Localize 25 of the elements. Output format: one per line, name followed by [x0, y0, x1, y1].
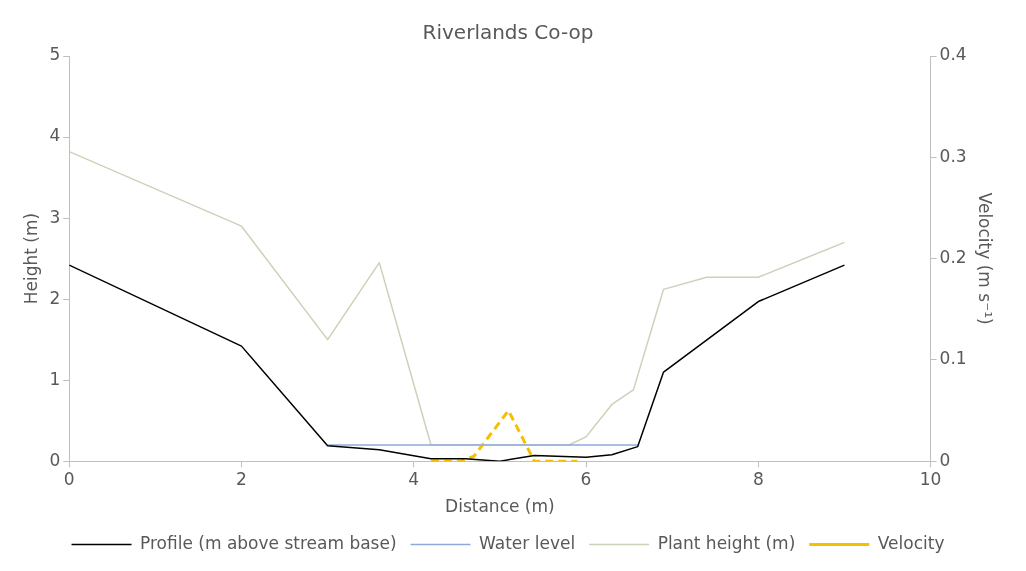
y2-tick-label: 0.3 [939, 145, 967, 166]
x-tick-label: 0 [63, 468, 75, 489]
y-tick-label: 2 [49, 287, 61, 308]
legend-label: Profile (m above stream base) [140, 532, 397, 553]
chart-title: Riverlands Co-op [422, 20, 594, 45]
legend-label: Plant height (m) [657, 532, 796, 553]
x-tick-label: 8 [752, 468, 764, 489]
y2-axis-title: Velocity (m s⁻¹) [975, 192, 996, 325]
legend-label: Water level [479, 532, 576, 553]
x-axis-title: Distance (m) [445, 496, 555, 517]
x-tick-label: 4 [408, 468, 420, 489]
y-tick-label: 3 [49, 206, 61, 227]
x-tick-label: 2 [236, 468, 247, 489]
y-axis-title: Height (m) [20, 212, 41, 305]
y-tick-label: 1 [49, 368, 61, 389]
x-tick-label: 6 [580, 468, 592, 489]
y-tick-label: 5 [49, 44, 61, 65]
y2-tick-label: 0.4 [939, 44, 967, 65]
y-tick-label: 4 [49, 125, 61, 146]
legend-label: Velocity [877, 532, 945, 553]
y-tick-label: 0 [49, 449, 61, 470]
y2-tick-label: 0 [939, 449, 951, 470]
x-tick-label: 10 [919, 468, 942, 489]
y2-tick-label: 0.2 [939, 247, 967, 268]
y2-tick-label: 0.1 [939, 348, 967, 369]
